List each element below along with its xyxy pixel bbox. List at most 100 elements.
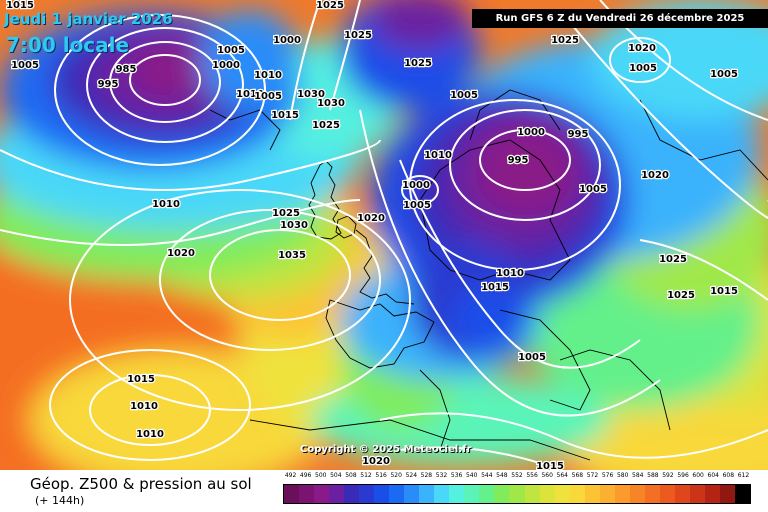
pressure-label: 1005 <box>217 45 245 56</box>
scale-value: 540 <box>465 472 478 479</box>
legend-footer: Géop. Z500 & pression au sol (+ 144h) 49… <box>0 470 768 512</box>
pressure-label: 1005 <box>710 69 738 80</box>
pressure-label: 995 <box>508 155 529 166</box>
scale-swatch <box>299 485 315 503</box>
pressure-label: 1015 <box>6 0 34 11</box>
pressure-label: 1010 <box>496 268 524 279</box>
scale-swatch <box>539 485 555 503</box>
pressure-label: 1030 <box>280 220 308 231</box>
pressure-label: 1005 <box>254 91 282 102</box>
scale-value: 580 <box>616 472 629 479</box>
pressure-label: 1000 <box>212 60 240 71</box>
scale-swatch <box>599 485 615 503</box>
scale-swatch <box>464 485 480 503</box>
pressure-label: 1015 <box>481 282 509 293</box>
pressure-label: 1005 <box>629 63 657 74</box>
scale-swatch <box>629 485 645 503</box>
scale-swatch <box>374 485 390 503</box>
pressure-label: 1025 <box>659 254 687 265</box>
map-canvas: 1015 1025 1005 1000 1005 1025 1025 1000 … <box>0 0 768 470</box>
scale-value: 536 <box>450 472 463 479</box>
scale-value: 544 <box>481 472 493 479</box>
forecast-time: 7:00 locale <box>6 33 130 57</box>
scale-value: 528 <box>420 472 433 479</box>
scale-swatch <box>674 485 690 503</box>
scale-swatch <box>314 485 330 503</box>
scale-value: 492 <box>284 472 297 479</box>
pressure-label: 1010 <box>136 429 164 440</box>
scale-value: 612 <box>737 472 750 479</box>
scale-value: 588 <box>647 472 659 479</box>
scale-swatch <box>389 485 405 503</box>
scale-swatch <box>584 485 600 503</box>
scale-swatch <box>524 485 540 503</box>
coastlines <box>209 89 768 461</box>
geopotential-field <box>0 0 768 470</box>
scale-swatch <box>344 485 360 503</box>
pressure-label: 1020 <box>362 456 390 467</box>
map-title: Géop. Z500 & pression au sol <box>30 475 252 493</box>
scale-value: 524 <box>405 472 418 479</box>
scale-swatch <box>569 485 585 503</box>
scale-value: 592 <box>662 472 674 479</box>
pressure-label: 1005 <box>518 352 546 363</box>
scale-swatch <box>719 485 735 503</box>
scale-value: 500 <box>315 472 327 479</box>
scale-value: 596 <box>677 472 689 479</box>
pressure-label: 1010 <box>152 199 180 210</box>
pressure-label: 1000 <box>517 127 545 138</box>
pressure-label: 1015 <box>536 461 564 470</box>
scale-swatch <box>434 485 450 503</box>
pressure-label: 995 <box>98 79 119 90</box>
pressure-label: 1005 <box>450 90 478 101</box>
pressure-labels: 1015 1025 1005 1000 1005 1025 1025 1000 … <box>5 0 739 470</box>
scale-swatch <box>329 485 345 503</box>
scale-value: 532 <box>435 472 448 479</box>
pressure-label: 1000 <box>402 180 430 191</box>
pressure-label: 1025 <box>312 120 340 131</box>
scale-value: 504 <box>330 472 342 479</box>
scale-value: 508 <box>345 472 357 479</box>
scale-value: 576 <box>601 472 614 479</box>
pressure-label: 1025 <box>404 58 432 69</box>
pressure-label: 1015 <box>271 110 299 121</box>
scale-swatch <box>644 485 660 503</box>
pressure-label: 1035 <box>278 250 306 261</box>
pressure-label: 1010 <box>236 89 264 100</box>
color-scale-labels: 492 496 500 504 508 512 516 520 524 528 532 536 540 5… <box>283 472 751 482</box>
scale-value: 572 <box>586 472 599 479</box>
scale-value: 516 <box>375 472 387 479</box>
scale-swatch <box>494 485 510 503</box>
scale-value: 556 <box>526 472 538 479</box>
scale-swatch <box>359 485 375 503</box>
pressure-label: 1020 <box>628 43 656 54</box>
pressure-label: 1015 <box>710 286 738 297</box>
scale-value: 604 <box>707 472 719 479</box>
forecast-range: (+ 144h) <box>35 494 85 507</box>
scale-swatch <box>509 485 525 503</box>
scale-value: 600 <box>692 472 704 479</box>
pressure-label: 1030 <box>317 98 345 109</box>
run-info-banner: Run GFS 6 Z du Vendredi 26 décembre 2025 <box>472 9 768 28</box>
isobars <box>0 0 768 470</box>
pressure-label: 1025 <box>551 35 579 46</box>
color-scale-bar <box>283 484 751 504</box>
pressure-label: 1000 <box>273 35 301 46</box>
scale-value: 560 <box>541 472 553 479</box>
scale-swatch <box>554 485 570 503</box>
scale-value: 496 <box>299 472 312 479</box>
scale-swatch <box>689 485 705 503</box>
pressure-label: 1030 <box>297 89 325 100</box>
scale-value: 584 <box>632 472 644 479</box>
pressure-label: 1015 <box>127 374 155 385</box>
scale-swatch <box>734 485 750 503</box>
forecast-date: Jeudi 1 janvier 2026 <box>4 10 173 28</box>
scale-swatch <box>479 485 495 503</box>
pressure-label: 985 <box>116 64 137 75</box>
scale-swatch <box>704 485 720 503</box>
scale-value: 552 <box>511 472 523 479</box>
pressure-label: 1020 <box>357 213 385 224</box>
scale-swatch <box>284 485 300 503</box>
scale-value: 608 <box>722 472 735 479</box>
copyright-notice: Copyright © 2025 Meteociel.fr <box>300 444 472 455</box>
